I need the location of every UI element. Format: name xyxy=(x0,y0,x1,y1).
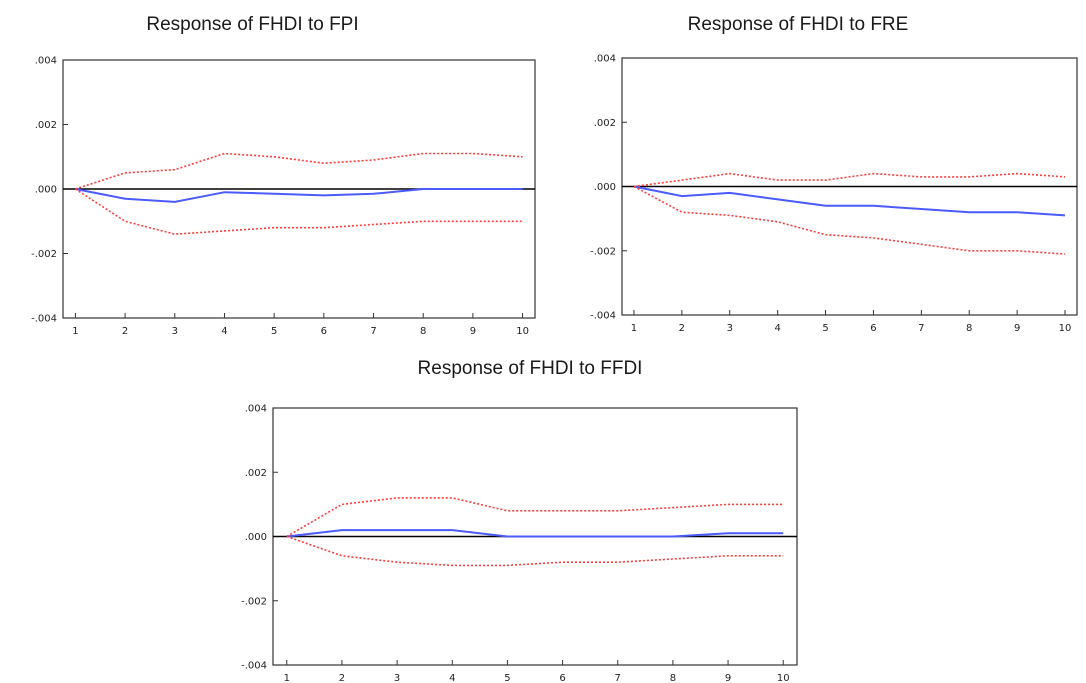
chart-title: Response of FHDI to FRE xyxy=(687,14,909,35)
x-tick-label: 5 xyxy=(504,673,510,683)
chart-fhdi-fre: Response of FHDI to FRE .004 .002 .000 -.00… xyxy=(530,0,1086,336)
y-tick-label: .002 xyxy=(35,120,57,131)
y-tick-label: .002 xyxy=(594,118,616,129)
y-tick-label: -.002 xyxy=(241,596,267,607)
upper-band-line xyxy=(286,497,784,538)
x-tick-label: 7 xyxy=(370,326,376,337)
plot-svg: .004 .002 .000 -.002 -.004 1 2 3 4 5 6 7 8 9 10 xyxy=(31,56,536,337)
chart-fhdi-fpi: Response of FHDI to FPI .004 .002 .000 -.00… xyxy=(0,0,545,337)
upper-band-line xyxy=(633,172,1066,188)
lower-band-line xyxy=(286,535,784,567)
x-tick-label: 8 xyxy=(966,323,972,334)
plot-svg: .004 .002 .000 -.002 -.004 1 2 3 4 5 6 7 8 9 10 xyxy=(590,54,1078,334)
x-tick-label: 7 xyxy=(615,673,621,683)
x-tick-label: 2 xyxy=(679,323,685,334)
x-tick-label: 3 xyxy=(727,323,733,334)
x-tick-label: 9 xyxy=(725,673,731,683)
y-tick-label: -.002 xyxy=(31,249,57,260)
x-tick-label: 1 xyxy=(631,323,637,334)
x-tick-label: 6 xyxy=(321,326,327,337)
y-tick-label: .000 xyxy=(245,532,267,543)
x-tick-label: 7 xyxy=(918,323,924,334)
x-tick-label: 1 xyxy=(72,326,78,337)
y-tick-label: -.002 xyxy=(590,246,616,257)
x-tick-label: 9 xyxy=(1014,323,1020,334)
response-line xyxy=(633,185,1066,217)
y-tick-label: .002 xyxy=(245,468,267,479)
x-tick-label: 3 xyxy=(172,326,178,337)
x-tick-label: 6 xyxy=(559,673,565,683)
lower-band-line xyxy=(74,188,523,236)
x-tick-label: 4 xyxy=(449,673,455,683)
x-tick-label: 2 xyxy=(339,673,345,683)
y-tick-label: .004 xyxy=(594,54,616,65)
x-tick-label: 8 xyxy=(420,326,426,337)
x-tick-label: 6 xyxy=(870,323,876,334)
response-line xyxy=(286,529,784,538)
x-tick-label: 1 xyxy=(284,673,290,683)
upper-band-line xyxy=(75,152,523,190)
y-tick-label: .000 xyxy=(35,185,57,196)
plot-svg: .004 .002 .000 -.002 -.004 1 2 3 4 5 6 7 8 9 10 xyxy=(241,404,798,683)
y-tick-label: .000 xyxy=(594,182,616,193)
chart-fhdi-ffdi: Response of FHDI to FFDI .004 .002 .000 -.0… xyxy=(230,352,800,683)
x-tick-label: 10 xyxy=(777,673,790,683)
x-tick-label: 10 xyxy=(516,326,529,337)
x-tick-label: 4 xyxy=(221,326,227,337)
y-tick-label: .004 xyxy=(245,404,267,415)
response-line xyxy=(75,188,523,203)
x-tick-label: 5 xyxy=(822,323,828,334)
lower-band-line xyxy=(633,185,1066,255)
y-tick-label: .004 xyxy=(35,56,57,67)
chart-title: Response of FHDI to FFDI xyxy=(417,358,643,379)
x-tick-label: 8 xyxy=(670,673,676,683)
x-tick-label: 3 xyxy=(394,673,400,683)
y-tick-label: -.004 xyxy=(31,314,57,325)
x-tick-label: 4 xyxy=(774,323,780,334)
chart-title: Response of FHDI to FPI xyxy=(146,14,359,35)
x-tick-label: 9 xyxy=(470,326,476,337)
x-tick-label: 5 xyxy=(271,326,277,337)
y-tick-label: -.004 xyxy=(590,311,616,322)
y-tick-label: -.004 xyxy=(241,661,267,672)
x-tick-label: 10 xyxy=(1059,323,1072,334)
x-tick-label: 2 xyxy=(122,326,128,337)
